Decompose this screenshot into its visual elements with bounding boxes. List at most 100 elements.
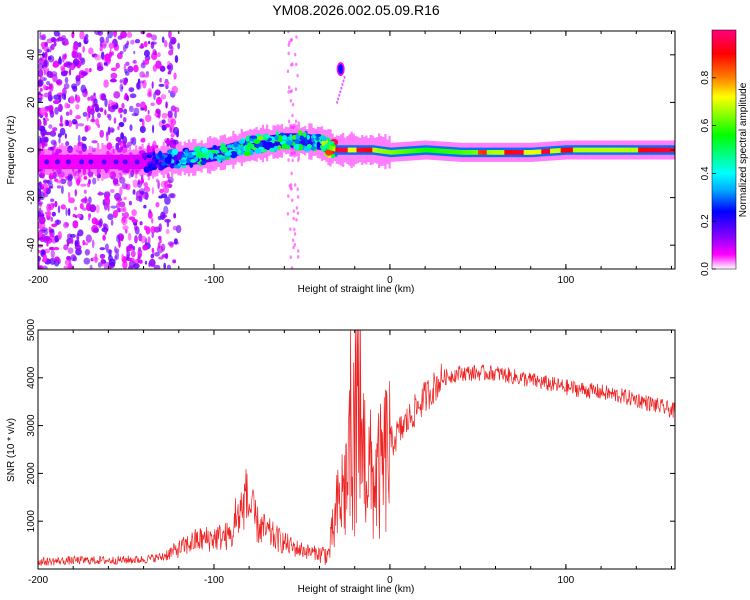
spectrogram-noise-cell bbox=[140, 62, 146, 69]
spectrogram-noise-cell bbox=[123, 108, 128, 115]
spectrogram-echo-cell bbox=[142, 153, 147, 160]
spectrogram-core-cell bbox=[490, 150, 493, 155]
spectrogram-noise-cell bbox=[173, 212, 177, 219]
spectrogram-noise-cell bbox=[51, 223, 58, 228]
spectrogram-band-cell bbox=[293, 133, 296, 148]
spectrogram-noise-cell bbox=[79, 203, 84, 210]
spectrogram-noise-cell bbox=[62, 54, 67, 60]
spectrogram-noise-cell bbox=[118, 107, 122, 114]
spectrogram-noise-cell bbox=[295, 218, 298, 222]
spectrogram-core-cell bbox=[502, 150, 505, 155]
spectrogram-noise-cell bbox=[287, 194, 290, 198]
spectrogram-core-cell bbox=[430, 147, 433, 153]
spectrogram-noise-cell bbox=[95, 118, 100, 126]
spectrogram-noise-cell bbox=[78, 41, 82, 48]
spectrogram-noise-cell bbox=[130, 39, 135, 45]
spectrogram-noise-cell bbox=[38, 207, 42, 216]
spectrogram-x-axis: -200 -100 0 100 bbox=[28, 31, 672, 286]
spectrogram-core-cell bbox=[513, 150, 516, 155]
spectrogram-band-cell bbox=[43, 154, 46, 170]
spectrogram-core-cell bbox=[493, 150, 496, 155]
spectrogram-noise-cell bbox=[95, 204, 100, 214]
spectrogram-band-cell bbox=[145, 154, 148, 169]
spectrogram-core-cell bbox=[648, 147, 651, 153]
spectrogram-noise-cell bbox=[164, 40, 168, 48]
spectrogram-noise-cell bbox=[289, 89, 292, 94]
spectrogram-noise-cell bbox=[294, 87, 298, 91]
spectrogram-noise-cell bbox=[44, 51, 48, 58]
spectrogram-noise-cell bbox=[104, 109, 107, 116]
spectrogram-echo-cell bbox=[294, 138, 300, 145]
spectrogram-noise-cell bbox=[47, 182, 54, 188]
spectrogram-noise-cell bbox=[59, 114, 63, 124]
spectrogram-band-cell bbox=[108, 154, 111, 170]
spectrogram-noise-cell bbox=[291, 158, 294, 163]
spectrogram-noise-cell bbox=[155, 202, 160, 208]
spectrogram-core-cell bbox=[666, 147, 669, 153]
spectrogram-core-cell bbox=[606, 147, 609, 153]
spectrogram-noise-cell bbox=[144, 260, 148, 265]
spectrogram-band-cell bbox=[118, 154, 121, 170]
spectrogram-core-cell bbox=[655, 147, 658, 153]
spectrogram-noise-cell bbox=[63, 265, 71, 269]
snr-x-tick-label: 0 bbox=[387, 575, 393, 586]
spectrogram-noise-cell bbox=[148, 258, 156, 267]
spectrogram-core-cell bbox=[361, 147, 364, 153]
spectrogram-core-cell bbox=[375, 148, 379, 153]
spectrogram-core-cell bbox=[599, 147, 602, 153]
spectrogram-noise-cell bbox=[122, 206, 127, 213]
spectrogram-echo-cell bbox=[298, 135, 305, 141]
spectrogram-core-cell bbox=[404, 149, 407, 154]
spectrogram-noise-cell bbox=[57, 103, 63, 113]
spectrogram-noise-cell bbox=[132, 189, 136, 195]
spectrogram-echo-cell bbox=[253, 139, 261, 144]
spectrogram-core-cell bbox=[602, 147, 606, 153]
spectrogram-noise-cell bbox=[50, 198, 55, 203]
spectrogram-core-cell bbox=[384, 149, 387, 155]
spectrogram-core-cell bbox=[569, 147, 572, 153]
spectrogram-noise-cell bbox=[296, 249, 300, 253]
spectrogram-noise-cell bbox=[292, 245, 295, 250]
spectrogram-noise-cell bbox=[91, 140, 98, 144]
spectrogram-noise-cell bbox=[135, 102, 141, 108]
spectrogram-core-cell bbox=[613, 147, 616, 153]
spectrogram-noise-cell bbox=[44, 41, 49, 47]
spectrogram-noise-cell bbox=[286, 69, 290, 74]
spectrogram-noise-cell bbox=[54, 200, 58, 208]
spectrogram-noise-cell bbox=[147, 211, 153, 219]
spectrogram-echo-cell bbox=[189, 161, 194, 168]
spectrogram-noise-cell bbox=[113, 91, 121, 99]
spectrogram-noise-cell bbox=[62, 70, 69, 74]
spectrogram-noise-cell bbox=[48, 226, 51, 232]
colorbar-tick-label: 0.0 bbox=[700, 262, 711, 276]
spectrogram-echo-cell bbox=[158, 150, 163, 158]
spectrogram-noise-cell bbox=[75, 94, 81, 104]
spectrogram-noise-cell bbox=[144, 104, 148, 112]
spectrogram-core-cell bbox=[453, 149, 456, 155]
spectrogram-noise-cell bbox=[94, 253, 98, 261]
spectrogram-noise-cell bbox=[69, 95, 75, 104]
spectrogram-core-cell bbox=[425, 147, 428, 153]
spectrogram-noise-cell bbox=[123, 196, 127, 200]
spectrogram-noise-cell bbox=[70, 237, 74, 245]
spectrogram-noise-cell bbox=[88, 196, 92, 204]
spectrogram-noise-cell bbox=[98, 218, 103, 227]
spectrogram-core-cell bbox=[574, 147, 577, 153]
spectrogram-noise-cell bbox=[167, 70, 172, 75]
spectrogram-core-cell bbox=[476, 150, 479, 155]
spectrogram-noise-cell bbox=[60, 185, 64, 194]
spectrogram-noise-cell bbox=[43, 45, 49, 52]
spectrogram-noise-cell bbox=[38, 48, 42, 54]
spectrogram-noise-cell bbox=[80, 71, 88, 76]
spectrogram-noise-cell bbox=[110, 205, 117, 209]
spectrogram-noise-cell bbox=[39, 93, 44, 100]
spectrogram-echo-cell bbox=[245, 145, 251, 153]
spectrogram-noise-cell bbox=[38, 255, 42, 262]
spectrogram-core-cell bbox=[627, 147, 630, 153]
spectrogram-noise-cell bbox=[128, 87, 135, 93]
spectrogram-noise-cell bbox=[140, 31, 146, 35]
spectrogram-band-cell bbox=[71, 154, 74, 170]
spectrogram-band-cell bbox=[141, 154, 144, 170]
spectrogram-core-cell bbox=[641, 147, 644, 153]
spectrogram-noise-cell bbox=[143, 204, 147, 209]
